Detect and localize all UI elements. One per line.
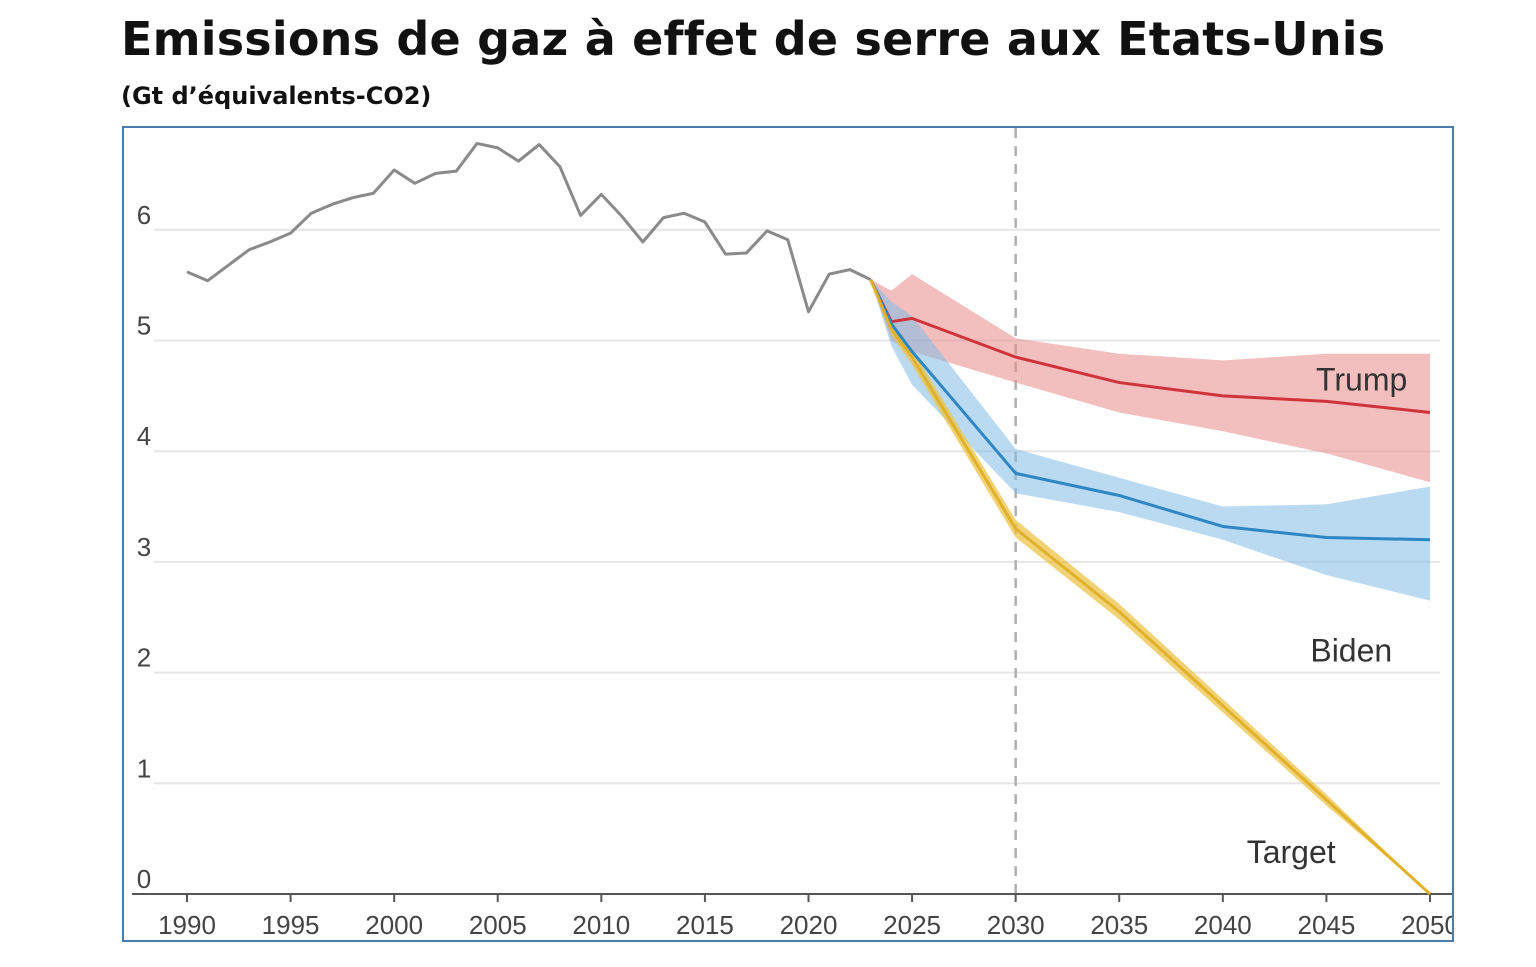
series-line-trump	[869, 278, 1431, 414]
series-lines	[186, 141, 1432, 896]
x-tick-label-2010: 2010	[572, 910, 630, 940]
y-tick-label-2: 2	[137, 643, 151, 673]
x-tick-labels: 1990 1995 2000 2005 2010 2015 2020 2025 2030 2035…	[158, 910, 1452, 940]
band-biden	[870, 279, 1430, 601]
chart-title: Emissions de gaz à effet de serre aux Et…	[121, 12, 1386, 66]
series-line-biden	[869, 278, 1431, 542]
x-tick-label-2015: 2015	[676, 910, 734, 940]
x-axis	[132, 893, 1452, 902]
uncertainty-bands	[870, 274, 1430, 894]
series-labels: Trump Biden Target	[1247, 361, 1408, 870]
y-tick-label-6: 6	[137, 200, 151, 230]
y-tick-label-1: 1	[137, 753, 151, 783]
x-tick-label-1990: 1990	[158, 910, 216, 940]
x-tick-label-2030: 2030	[987, 910, 1045, 940]
series-line-history	[186, 141, 872, 314]
emissions-chart: 0 1 2 3 4 5 6 1990 1995 2000 2005 2010 2015 2020 2025…	[132, 128, 1452, 940]
y-tick-label-5: 5	[137, 311, 151, 341]
x-tick-label-2035: 2035	[1090, 910, 1148, 940]
x-tick-label-2000: 2000	[365, 910, 423, 940]
chart-frame: 0 1 2 3 4 5 6 1990 1995 2000 2005 2010 2015 2020 2025…	[122, 126, 1454, 942]
series-line-target	[869, 279, 1432, 896]
x-tick-label-2040: 2040	[1194, 910, 1252, 940]
x-tick-label-2025: 2025	[883, 910, 941, 940]
x-tick-label-2045: 2045	[1297, 910, 1355, 940]
y-tick-label-4: 4	[137, 421, 151, 451]
grid-lines	[154, 228, 1440, 785]
series-label-trump: Trump	[1316, 361, 1407, 397]
y-tick-labels: 0 1 2 3 4 5 6	[137, 200, 151, 894]
x-tick-label-1995: 1995	[262, 910, 320, 940]
x-tick-label-2020: 2020	[780, 910, 838, 940]
x-tick-label-2050: 2050	[1401, 910, 1452, 940]
x-tick-label-2005: 2005	[469, 910, 527, 940]
chart-subtitle: (Gt d’équivalents-CO2)	[121, 82, 432, 110]
y-tick-label-0: 0	[137, 864, 151, 894]
y-tick-label-3: 3	[137, 532, 151, 562]
series-label-biden: Biden	[1310, 633, 1392, 669]
band-trump	[870, 274, 1430, 483]
series-label-target: Target	[1247, 834, 1336, 870]
